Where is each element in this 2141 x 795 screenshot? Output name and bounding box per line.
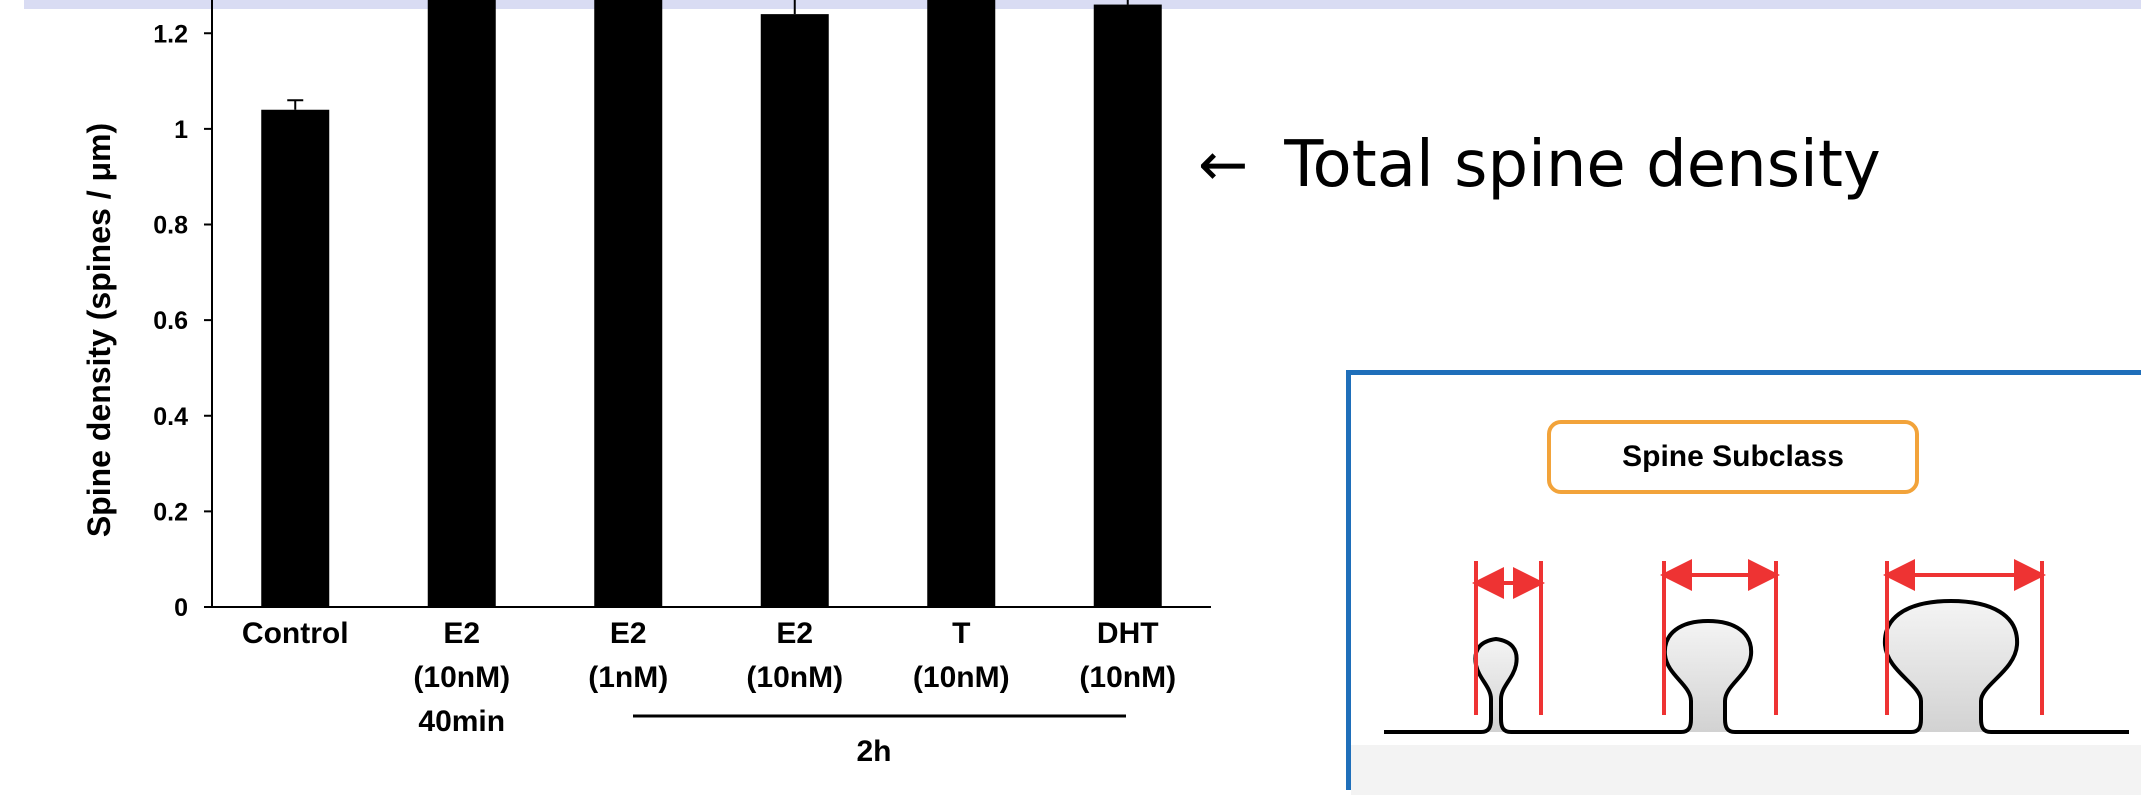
y-tick-labels: 00.20.40.60.811.21.41.6 bbox=[153, 20, 188, 622]
bar bbox=[427, 0, 496, 607]
bar bbox=[1093, 4, 1162, 607]
category-label: Control bbox=[242, 617, 349, 650]
y-tick-label: 1 bbox=[174, 116, 188, 144]
chart-axes bbox=[204, 0, 1211, 608]
y-tick-label: 1.2 bbox=[153, 20, 188, 48]
category-label: (1nM) bbox=[588, 661, 668, 694]
y-tick-label: 0.8 bbox=[153, 212, 188, 240]
y-tick-label: 0 bbox=[174, 594, 188, 622]
category-label: (10nM) bbox=[746, 661, 843, 694]
large-head-spine-icon bbox=[1882, 598, 2129, 734]
inset-bottom-strip bbox=[1351, 745, 2141, 795]
y-tick-label: 0.6 bbox=[153, 307, 188, 335]
bar bbox=[760, 14, 829, 607]
category-label: (10nM) bbox=[913, 661, 1010, 694]
category-label: E2 bbox=[443, 617, 480, 650]
total-spine-density-annotation: ← Total spine density bbox=[1198, 128, 1881, 202]
spine-subclass-diagram bbox=[1351, 559, 2141, 795]
middle-head-spine-icon bbox=[1662, 618, 1911, 734]
left-arrow-icon: ← bbox=[1198, 130, 1249, 200]
category-label: E2 bbox=[610, 617, 647, 650]
spine-subclass-inset: Spine Subclass bbox=[1346, 370, 2141, 795]
category-label: (10nM) bbox=[1079, 661, 1176, 694]
spine-subclass-title: Spine Subclass bbox=[1547, 420, 1919, 494]
bar-chart: 00.20.40.60.811.21.41.6 ********** Contr… bbox=[81, 0, 1211, 768]
error-bars bbox=[287, 0, 1129, 110]
y-tick-label: 0.2 bbox=[153, 498, 188, 526]
y-tick-label: 0.4 bbox=[153, 403, 188, 431]
category-label: (10nM) bbox=[413, 661, 510, 694]
small-head-spine-icon bbox=[1384, 636, 1681, 734]
y-axis-label: Spine density (spines / μm) bbox=[81, 123, 117, 537]
bar bbox=[927, 0, 996, 607]
category-label: T bbox=[952, 617, 970, 650]
chart-bars bbox=[261, 0, 1162, 607]
category-label: DHT bbox=[1097, 617, 1159, 650]
bar bbox=[594, 0, 663, 607]
bar bbox=[261, 109, 330, 607]
category-labels: Control E2 (10nM) 40min E2 (1nM) E2 (10nM) T (10n… bbox=[242, 617, 1176, 738]
group-bracket: 2h bbox=[633, 714, 1126, 768]
group-label: 2h bbox=[856, 735, 891, 768]
category-label: 40min bbox=[418, 705, 505, 738]
top-band bbox=[24, 0, 2141, 9]
category-label: E2 bbox=[776, 617, 813, 650]
annotation-text: Total spine density bbox=[1284, 128, 1881, 202]
width-markers bbox=[1472, 559, 2046, 715]
